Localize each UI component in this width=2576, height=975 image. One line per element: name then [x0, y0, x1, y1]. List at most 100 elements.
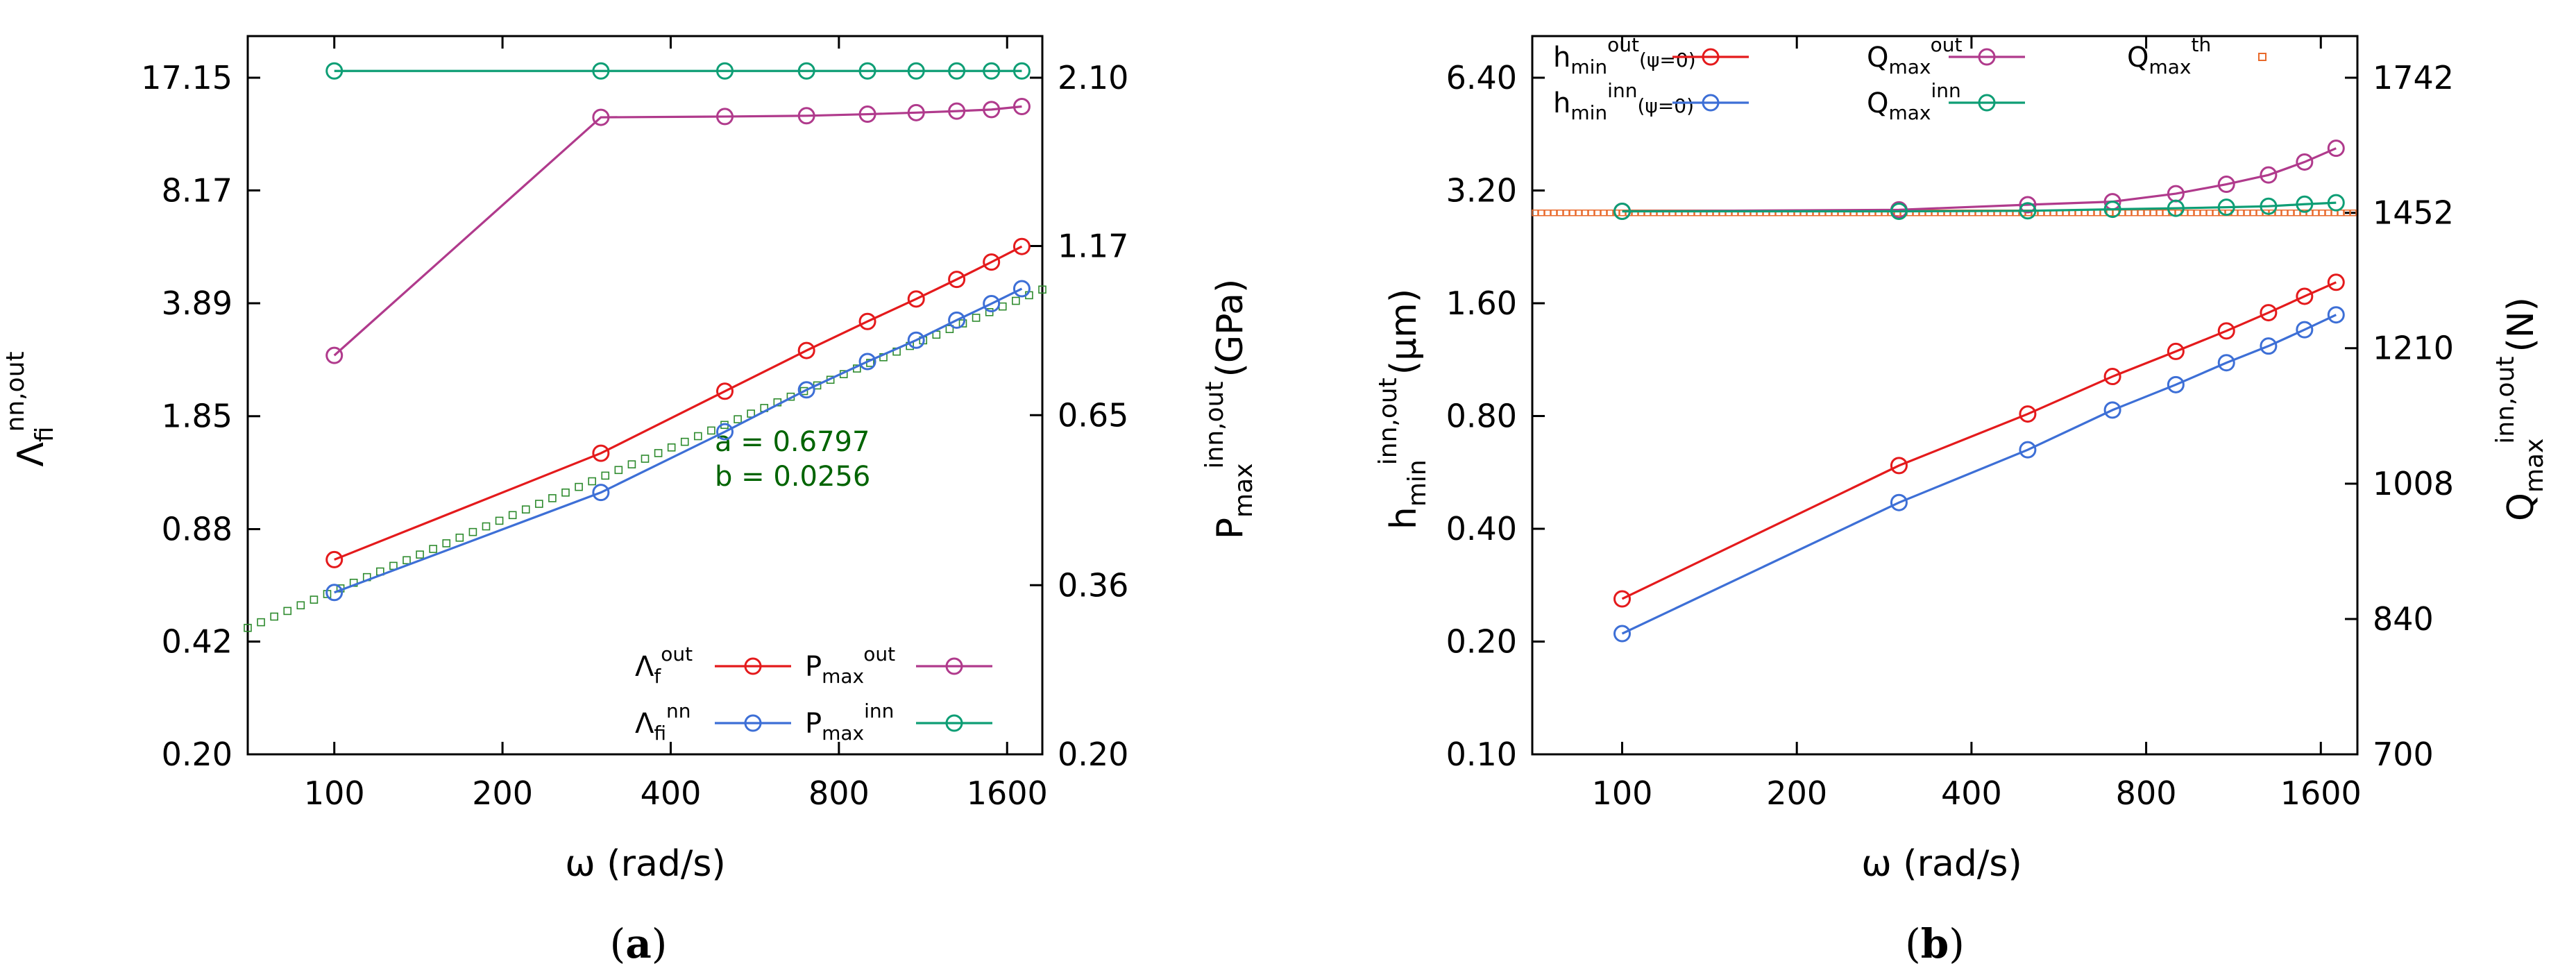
data-point: [983, 101, 1001, 119]
threshold-point: [1550, 209, 1557, 217]
y-left-tick-label: 1.85: [162, 398, 232, 435]
data-point: [1890, 457, 1908, 475]
data-point: [2167, 199, 2185, 217]
threshold-point: [1563, 209, 1570, 217]
threshold-point: [2250, 209, 2257, 217]
threshold-point: [2312, 209, 2319, 217]
threshold-point: [2087, 209, 2094, 217]
series-line: [333, 105, 1022, 357]
threshold-point: [2300, 209, 2307, 217]
chart-panel-a: 100 200 400 800 1600 0.20 0.42 0.88 1.85 3.89 8.17…: [1, 35, 1258, 967]
y-right-tick-label: 1452: [2373, 194, 2454, 232]
chart-panel-b: 100 200 400 800 1600 0.10 0.20 0.40 0.80 1.60 3.20…: [1374, 33, 2549, 967]
data-point: [1012, 237, 1031, 255]
threshold-point: [2256, 209, 2263, 217]
data-point: [716, 62, 734, 80]
threshold-point: [2094, 209, 2101, 217]
data-point: [797, 381, 815, 399]
x-tick-label: 100: [1592, 774, 1653, 812]
legend-item: Pmaxout: [805, 643, 992, 688]
data-point: [2019, 202, 2037, 220]
threshold-point: [1557, 209, 1564, 217]
fit-point: [694, 432, 702, 441]
threshold-point: [2344, 209, 2350, 217]
fit-point: [296, 601, 305, 610]
series-qmax-inn: [1613, 194, 2345, 221]
data-point: [1890, 493, 1908, 511]
fit-point: [442, 539, 451, 548]
y-left-tick-label: 17.15: [141, 59, 232, 96]
fit-label-a: a = 0.6797: [715, 426, 870, 458]
fit-point: [270, 612, 278, 621]
threshold-point: [2244, 209, 2251, 217]
data-point: [907, 331, 925, 349]
y-left-tick-label: 3.20: [1446, 172, 1517, 210]
threshold-point: [2206, 209, 2213, 217]
y-right-tick-label: 1742: [2373, 59, 2454, 96]
data-point: [592, 444, 610, 462]
threshold-point: [1600, 209, 1607, 217]
fit-point: [614, 466, 623, 475]
fit-point: [1012, 296, 1020, 305]
data-point: [2217, 176, 2235, 194]
x-tick-label: 800: [808, 774, 870, 812]
fit-point: [310, 595, 319, 604]
svg-text:Pmaxinn,out(GPa): Pmaxinn,out(GPa): [1201, 279, 1258, 540]
legend-marker: [1978, 48, 1996, 66]
series-line: [1622, 147, 2337, 213]
threshold-point: [2319, 209, 2325, 217]
plot-frame: [1531, 35, 2359, 756]
x-axis-label: ω (rad/s): [1861, 843, 2022, 885]
y-right-tick-label: 1210: [2373, 330, 2454, 367]
legend-marker: [945, 714, 963, 732]
data-point: [948, 311, 966, 329]
legend-item: Λfout: [635, 643, 791, 688]
y-right-tick-label: 2.10: [1058, 59, 1128, 96]
threshold-point: [2294, 209, 2300, 217]
data-point: [2260, 304, 2278, 322]
fit-point: [416, 550, 424, 559]
x-tick-label: 100: [304, 774, 365, 812]
threshold-point: [2212, 209, 2219, 217]
legend-marker: [1702, 48, 1720, 66]
fit-point: [257, 618, 265, 627]
fit-point: [508, 511, 517, 520]
fit-point: [575, 482, 583, 491]
threshold-point: [1607, 209, 1613, 217]
threshold-point: [2281, 209, 2288, 217]
y-left-tick-label: 3.89: [162, 285, 232, 322]
data-point: [2296, 195, 2314, 213]
x-tick-label: 1600: [967, 774, 1048, 812]
data-point: [1012, 280, 1031, 298]
threshold-point: [2275, 209, 2282, 217]
y-right-axis-label: Qmaxinn,out(N): [2491, 297, 2549, 521]
x-tick-label: 1600: [2280, 774, 2362, 812]
data-point: [592, 108, 610, 126]
y-right-tick-label: 700: [2373, 736, 2434, 773]
legend-marker: [945, 657, 963, 675]
data-point: [2260, 337, 2278, 355]
panel-caption: (b): [1905, 920, 1965, 967]
threshold-point: [1594, 209, 1601, 217]
legend-item: Pmaxinn: [805, 700, 992, 745]
data-point: [1890, 203, 1908, 221]
fit-point: [799, 387, 808, 396]
data-point: [2167, 342, 2185, 360]
svg-text:hminout(ψ=0): hminout(ψ=0): [1553, 33, 1696, 78]
fit-point: [601, 471, 610, 480]
series-line: [334, 287, 1023, 594]
data-point: [325, 62, 344, 80]
data-point: [2019, 405, 2037, 423]
y-left-tick-label: 0.42: [162, 622, 232, 660]
data-point: [1012, 62, 1031, 80]
svg-text:Pmaxinn: Pmaxinn: [805, 700, 894, 745]
fit-point: [429, 545, 437, 553]
data-point: [2217, 354, 2235, 372]
y-left-tick-label: 1.60: [1446, 285, 1517, 322]
series-line: [1622, 201, 2337, 213]
threshold-point: [1538, 209, 1545, 217]
data-point: [948, 271, 966, 289]
series-pmax-out: [325, 97, 1031, 364]
fit-point: [641, 455, 650, 463]
